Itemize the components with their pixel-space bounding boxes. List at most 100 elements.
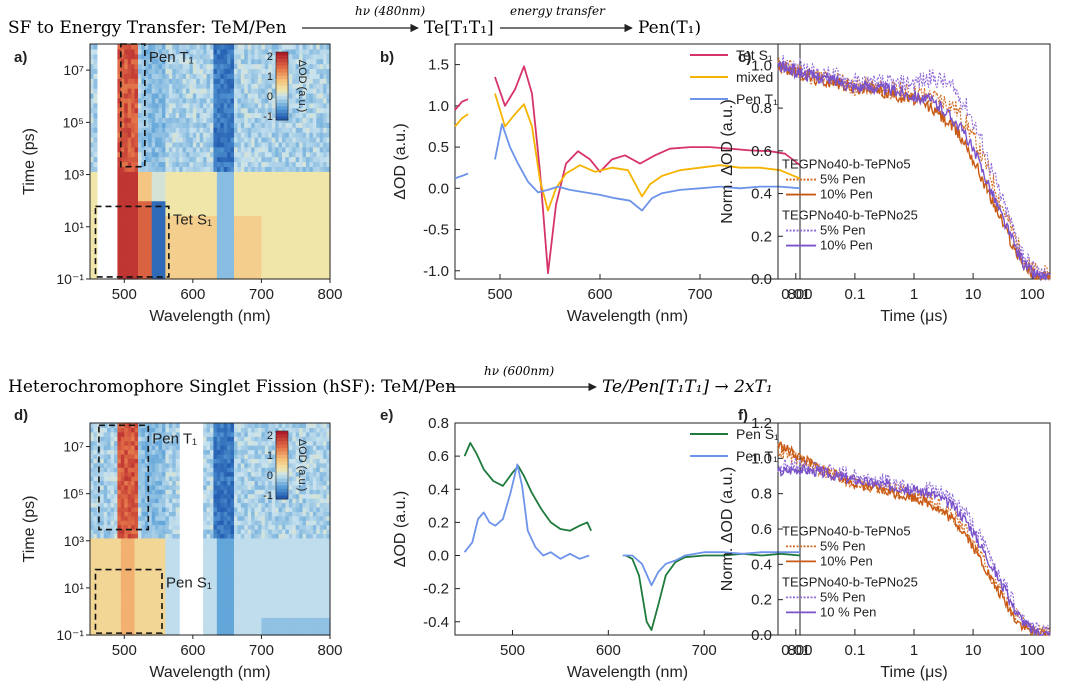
heatmap-cell (268, 112, 273, 119)
heatmap-cell (90, 515, 95, 521)
heatmap-cell (254, 53, 259, 60)
heatmap-cell (299, 161, 304, 167)
heatmap-cell (96, 604, 101, 610)
heatmap-cell (237, 626, 242, 632)
heatmap-cell (230, 502, 235, 508)
heatmap-cell (144, 502, 149, 508)
heatmap-cell (216, 156, 221, 163)
colorbar-swatch (276, 55, 288, 60)
heatmap-cell (220, 195, 225, 202)
heatmap-cell (172, 254, 177, 261)
heatmap-cell (316, 200, 321, 207)
heatmap-cell (240, 220, 245, 226)
heatmap-cell (237, 573, 242, 579)
heatmap-cell (220, 249, 225, 256)
heatmap-cell (213, 249, 218, 256)
heatmap-cell (117, 604, 122, 610)
heatmap-cell (316, 151, 321, 158)
heatmap-cell (251, 166, 256, 172)
heatmap-cell (203, 44, 208, 50)
heatmap-cell (299, 78, 304, 84)
heatmap-cell (288, 234, 293, 241)
heatmap-cell (179, 254, 184, 261)
heatmap-cell (319, 269, 324, 275)
heatmap-cell (158, 205, 163, 212)
heatmap-cell (134, 604, 139, 610)
heatmap-cell (172, 122, 177, 128)
heatmap-cell (107, 542, 112, 548)
heatmap-cell (220, 92, 225, 99)
heatmap-cell (299, 220, 304, 226)
heatmap-cell (203, 166, 208, 172)
heatmap-cell (107, 471, 112, 477)
heatmap-cell (230, 511, 235, 517)
heatmap-cell (216, 476, 221, 482)
heatmap-cell (258, 127, 263, 133)
heatmap-cell (131, 44, 136, 50)
heatmap-cell (148, 137, 153, 143)
heatmap-cell (192, 195, 197, 202)
heatmap-cell (306, 210, 311, 216)
heatmap-cell (144, 520, 149, 526)
heatmap-cell (100, 604, 105, 610)
heatmap-cell (103, 467, 108, 473)
heatmap-cell (151, 269, 156, 275)
heatmap-cell (96, 551, 101, 557)
heatmap-cell (155, 621, 160, 627)
heatmap-cell (172, 88, 177, 94)
heatmap-cell (216, 97, 221, 104)
heatmap-cell (117, 586, 122, 592)
heatmap-cell (264, 44, 269, 50)
heatmap-cell (306, 195, 311, 202)
heatmap-cell (189, 181, 194, 187)
heatmap-cell (110, 520, 115, 526)
heatmap-cell (165, 427, 170, 433)
heatmap-cell (299, 171, 304, 177)
heatmap-cell (254, 92, 259, 99)
heatmap-cell (90, 215, 95, 221)
heatmap-cell (168, 626, 173, 632)
heatmap-cell (175, 185, 180, 192)
heatmap-cell (90, 630, 95, 636)
heatmap-cell (213, 484, 218, 490)
heatmap-cell (141, 590, 146, 596)
heatmap-cell (103, 604, 108, 610)
heatmap-cell (220, 524, 225, 530)
heatmap-cell (134, 524, 139, 530)
heatmap-cell (124, 239, 129, 246)
heatmap-cell (165, 586, 170, 592)
heatmap-cell (110, 484, 115, 490)
heatmap-cell (271, 171, 276, 177)
plot-frame (454, 43, 801, 280)
colorbar-swatch (276, 116, 288, 121)
heatmap-cell (268, 215, 273, 221)
heatmap-cell (210, 511, 215, 517)
heatmap-cell (230, 431, 235, 437)
heatmap-cell (210, 185, 215, 192)
heatmap-cell (299, 264, 304, 270)
heatmap-cell (138, 146, 143, 153)
heatmap-cell (213, 445, 218, 451)
heatmap-cell (251, 102, 256, 109)
heatmap-cell (220, 146, 225, 153)
heatmap-cell (124, 97, 129, 104)
heatmap-cell (199, 53, 204, 60)
heatmap-cell (309, 58, 314, 65)
heatmap-cell (196, 190, 201, 197)
heatmap-cell (213, 537, 218, 543)
heatmap-cell (168, 564, 173, 570)
heatmap-cell (237, 48, 242, 55)
heatmap-cell (299, 156, 304, 163)
series-line (454, 98, 469, 111)
heatmap-cell (295, 63, 300, 70)
heatmap-cell (316, 274, 321, 280)
heatmap-cell (203, 595, 208, 601)
heatmap-cell (234, 185, 239, 192)
heatmap-cell (175, 586, 180, 592)
heatmap-cell (206, 146, 211, 153)
heatmap-cell (278, 132, 283, 138)
heatmap-cell (302, 234, 307, 241)
heatmap-cell (134, 73, 139, 79)
heatmap-cell (144, 599, 149, 605)
heatmap-cell (162, 546, 167, 552)
